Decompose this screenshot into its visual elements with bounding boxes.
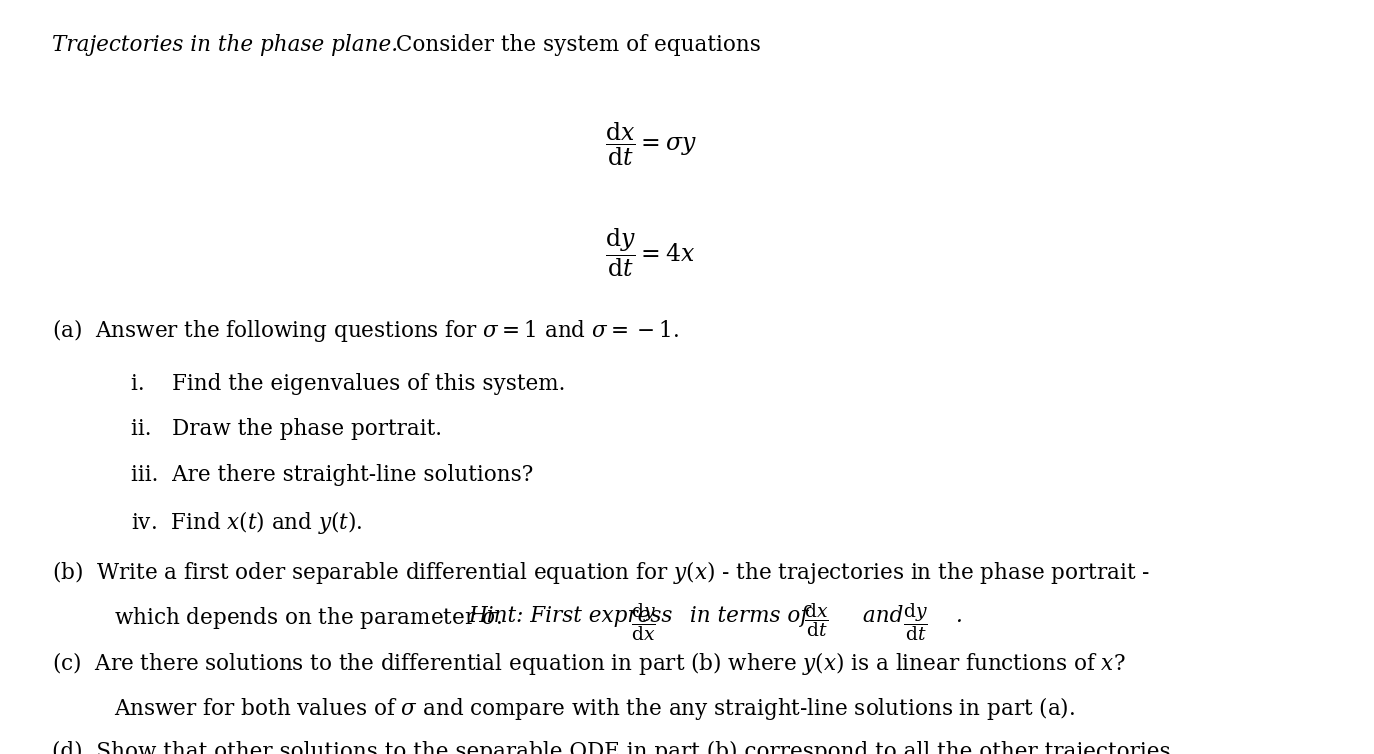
Text: Consider the system of equations: Consider the system of equations	[389, 34, 761, 56]
Text: $\dfrac{\mathrm{d}y}{\mathrm{d}t} = 4x$: $\dfrac{\mathrm{d}y}{\mathrm{d}t} = 4x$	[605, 226, 695, 278]
Text: iii.  Are there straight-line solutions?: iii. Are there straight-line solutions?	[131, 464, 533, 486]
Text: which depends on the parameter $\sigma$.: which depends on the parameter $\sigma$.	[114, 605, 504, 630]
Text: $\dfrac{\mathrm{d}x}{\mathrm{d}t} = \sigma y$: $\dfrac{\mathrm{d}x}{\mathrm{d}t} = \sig…	[605, 121, 697, 168]
Text: ii.   Draw the phase portrait.: ii. Draw the phase portrait.	[131, 418, 441, 440]
Text: $\dfrac{\mathrm{d}y}{\mathrm{d}x}$: $\dfrac{\mathrm{d}y}{\mathrm{d}x}$	[631, 601, 655, 643]
Text: Trajectories in the phase plane.: Trajectories in the phase plane.	[52, 34, 398, 56]
Text: (b)  Write a first oder separable differential equation for $y(x)$ - the traject: (b) Write a first oder separable differe…	[52, 559, 1150, 587]
Text: in terms of: in terms of	[683, 605, 815, 627]
Text: Answer for both values of $\sigma$ and compare with the any straight-line soluti: Answer for both values of $\sigma$ and c…	[114, 695, 1074, 722]
Text: .: .	[955, 605, 962, 627]
Text: (a)  Answer the following questions for $\sigma = 1$ and $\sigma = -1$.: (a) Answer the following questions for $…	[52, 317, 679, 344]
Text: i.    Find the eigenvalues of this system.: i. Find the eigenvalues of this system.	[131, 373, 565, 395]
Text: Hint: First express: Hint: First express	[469, 605, 680, 627]
Text: iv.  Find $x(t)$ and $y(t)$.: iv. Find $x(t)$ and $y(t)$.	[131, 509, 363, 536]
Text: (d)  Show that other solutions to the separable ODE in part (b) correspond to al: (d) Show that other solutions to the sep…	[52, 740, 1171, 754]
Text: and: and	[856, 605, 910, 627]
Text: (c)  Are there solutions to the differential equation in part (b) where $y(x)$ i: (c) Are there solutions to the different…	[52, 650, 1125, 677]
Text: $\dfrac{\mathrm{d}x}{\mathrm{d}t}$: $\dfrac{\mathrm{d}x}{\mathrm{d}t}$	[804, 601, 829, 639]
Text: $\dfrac{\mathrm{d}y}{\mathrm{d}t}$: $\dfrac{\mathrm{d}y}{\mathrm{d}t}$	[903, 601, 927, 643]
